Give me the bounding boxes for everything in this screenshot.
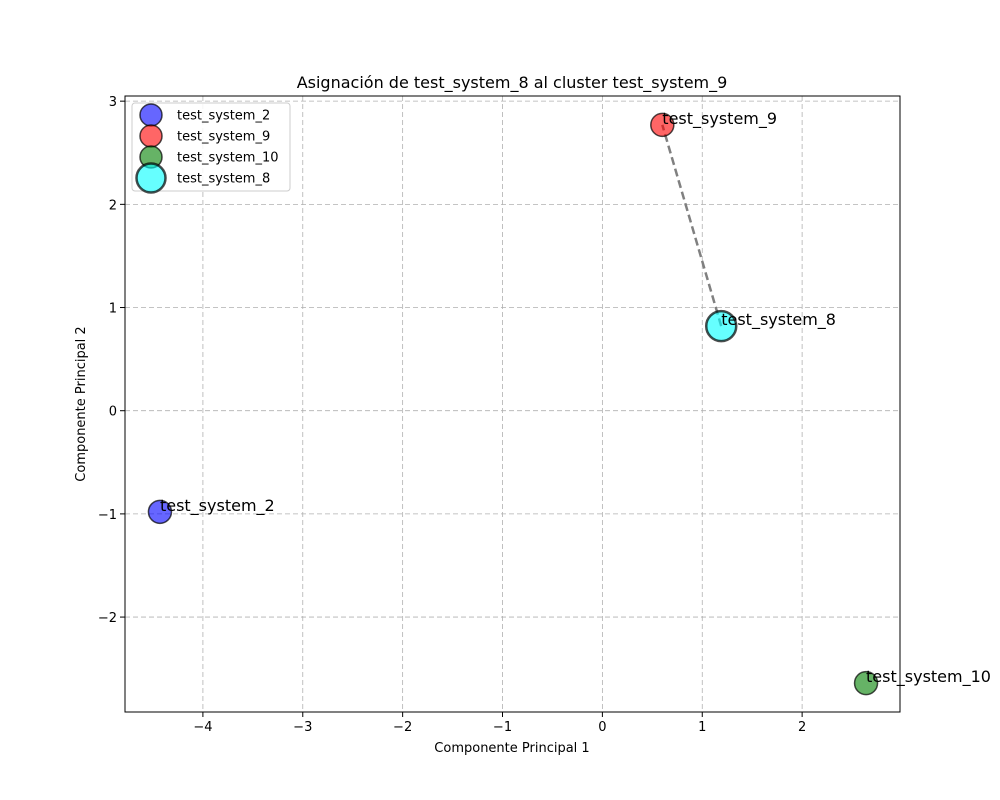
x-tick-label: −2 [393,720,412,735]
point-test_system_9 [650,112,675,138]
x-tick-label: 0 [598,720,606,735]
legend-label-test_system_8: test_system_8 [177,172,270,187]
x-axis-label: Componente Principal 1 [434,741,589,756]
x-tick-label: −3 [293,720,312,735]
legend-label-test_system_10: test_system_10 [177,151,279,166]
y-tick-label: 1 [109,302,117,317]
y-tick-label: 2 [109,198,117,213]
x-tick-label: −4 [193,720,212,735]
assignment-line [661,124,723,327]
chart-title: Asignación de test_system_8 al cluster t… [297,73,728,93]
legend: test_system_2 test_system_9 test_system_10… [131,102,291,194]
legend-box [131,102,291,192]
y-tick-label: −2 [98,611,117,626]
point-test_system_8 [704,309,738,343]
point-label-test_system_9: test_system_9 [662,109,777,129]
x-tick-label: 2 [798,720,806,735]
axis-ticks: −4 −3 −2 −1 0 1 2 −2 −1 0 1 2 3 [98,95,806,735]
point-label-test_system_8: test_system_8 [721,310,836,330]
legend-label-test_system_9: test_system_9 [177,130,270,145]
plot-frame [124,95,901,713]
y-axis-label: Componente Principal 2 [74,326,89,481]
point-labels: test_system_2 test_system_9 test_system_10… [160,109,991,687]
assignment-line-layer [661,124,723,327]
y-tick-label: −1 [98,508,117,523]
data-points [147,112,879,696]
legend-marker-test_system_9 [139,124,163,148]
point-test_system_10 [853,670,879,696]
y-tick-label: 0 [109,405,117,420]
legend-marker-test_system_8 [135,162,167,194]
y-tick-label: 3 [109,95,117,110]
point-test_system_2 [147,499,173,525]
grid [125,96,900,712]
point-label-test_system_2: test_system_2 [160,496,275,516]
point-label-test_system_10: test_system_10 [866,667,991,687]
legend-label-test_system_2: test_system_2 [177,109,270,124]
x-tick-label: 1 [698,720,706,735]
legend-marker-test_system_2 [139,103,163,127]
x-tick-label: −1 [493,720,512,735]
